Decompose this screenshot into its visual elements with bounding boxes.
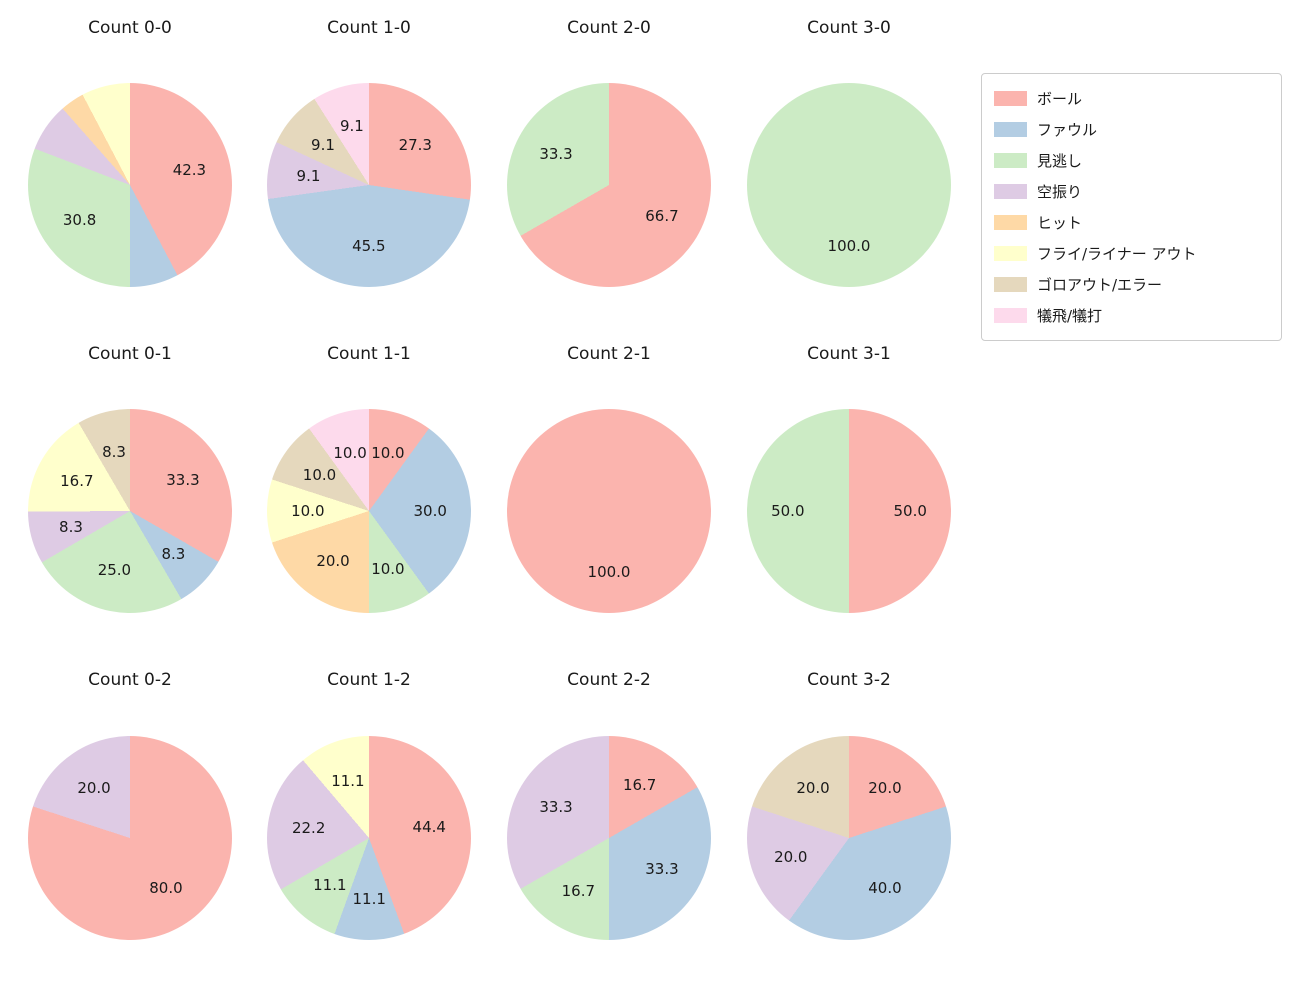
pie-slice-label: 27.3 <box>398 135 432 154</box>
pie-slice-label: 42.3 <box>172 161 207 180</box>
pie-slice-label: 10.0 <box>291 502 325 520</box>
pie-slice-label: 10.0 <box>302 466 337 485</box>
chart-title: Count 3-2 <box>807 670 891 690</box>
legend-swatch <box>994 91 1027 106</box>
pie-slice-label: 11.1 <box>313 876 347 895</box>
pie-slice-label: 33.3 <box>539 798 573 817</box>
legend-swatch <box>994 246 1027 261</box>
pie-slice-label: 20.0 <box>316 551 350 570</box>
chart-title: Count 1-0 <box>327 18 411 38</box>
legend-item: ファウル <box>994 114 1269 145</box>
pie-slice-label: 9.1 <box>339 117 364 136</box>
legend-swatch <box>994 184 1027 199</box>
legend-item: フライ/ライナー アウト <box>994 238 1269 269</box>
pie-slice-label: 20.0 <box>868 779 902 798</box>
legend-label: ヒット <box>1037 214 1083 232</box>
pie-slice-label: 25.0 <box>97 561 132 580</box>
legend-label: ボール <box>1037 90 1083 108</box>
legend-item: 空振り <box>994 176 1269 207</box>
pie-chart-count-1-1 <box>267 409 471 613</box>
pie-slice-label: 8.3 <box>59 518 83 537</box>
pie-slice-label: 80.0 <box>149 878 183 897</box>
chart-title: Count 2-1 <box>567 344 651 364</box>
pie-slice-label: 40.0 <box>868 878 902 897</box>
pie-slice-label: 10.0 <box>371 443 405 462</box>
legend-swatch <box>994 215 1027 230</box>
legend-swatch <box>994 277 1027 292</box>
pie-slice-label: 20.0 <box>796 779 830 798</box>
pie-slice-label: 20.0 <box>774 847 808 866</box>
pie-slice-label: 16.7 <box>561 881 596 900</box>
legend-label: ファウル <box>1037 121 1098 139</box>
legend-label: ゴロアウト/エラー <box>1037 276 1163 294</box>
pie-chart-count-2-1 <box>507 409 711 613</box>
pie-chart-count-2-2 <box>507 736 711 940</box>
pie-slice-label: 8.3 <box>161 545 186 564</box>
legend-item: ゴロアウト/エラー <box>994 269 1269 300</box>
legend-item: ボール <box>994 83 1269 114</box>
pie-slice-label: 9.1 <box>311 135 335 154</box>
pie-chart-count-3-1 <box>747 409 951 613</box>
pie-slice-label: 30.8 <box>62 210 97 229</box>
chart-title: Count 1-1 <box>327 344 411 364</box>
pie-slice-label: 20.0 <box>77 779 111 798</box>
pie-slice-label: 66.7 <box>645 206 679 225</box>
legend-item: ヒット <box>994 207 1269 238</box>
legend-label: 空振り <box>1037 183 1083 201</box>
pie-slice-label: 10.0 <box>371 560 405 579</box>
legend-item: 見逃し <box>994 145 1269 176</box>
pie-slice-label: 44.4 <box>412 818 446 837</box>
chart-title: Count 1-2 <box>327 670 411 690</box>
pie-slice-label: 16.7 <box>60 471 94 490</box>
legend-label: フライ/ライナー アウト <box>1037 245 1197 263</box>
pie-slice-label: 30.0 <box>413 502 447 520</box>
legend-label: 見逃し <box>1037 152 1083 170</box>
pie-slice-label: 10.0 <box>333 443 367 462</box>
pie-slice-label: 16.7 <box>622 776 657 795</box>
pie-slice-label: 45.5 <box>352 237 386 256</box>
pie-chart-count-1-0 <box>267 83 471 287</box>
pie-slice-label: 22.2 <box>291 818 326 837</box>
pie-slice-label: 50.0 <box>893 502 927 520</box>
chart-title: Count 0-2 <box>88 670 172 690</box>
pie-slice-label: 33.3 <box>645 859 679 878</box>
pie-chart-count-0-0 <box>28 83 232 287</box>
chart-title: Count 3-1 <box>807 344 891 364</box>
pie-chart-count-2-0 <box>507 83 711 287</box>
legend-swatch <box>994 153 1027 168</box>
pie-slice-label: 11.1 <box>331 771 365 790</box>
legend-item: 犠飛/犠打 <box>994 300 1269 331</box>
chart-title: Count 0-0 <box>88 18 172 38</box>
legend: ボールファウル見逃し空振りヒットフライ/ライナー アウト ゴロアウト/エラー 犠飛/… <box>981 73 1282 341</box>
pie-slice-label: 33.3 <box>539 145 573 164</box>
pie-chart-count-3-0 <box>747 83 951 287</box>
pie-slice-label: 100.0 <box>827 237 871 256</box>
legend-swatch <box>994 122 1027 137</box>
pie-slice-label: 9.1 <box>296 166 321 185</box>
pie-slice-label: 33.3 <box>166 471 200 490</box>
legend-swatch <box>994 308 1027 323</box>
pie-chart-count-3-2 <box>747 736 951 940</box>
chart-title: Count 2-2 <box>567 670 651 690</box>
pie-slice-label: 100.0 <box>587 563 631 582</box>
chart-title: Count 3-0 <box>807 18 891 38</box>
pie-chart-count-0-1 <box>28 409 232 613</box>
legend-label: 犠飛/犠打 <box>1037 307 1103 325</box>
pie-chart-count-1-2 <box>267 736 471 940</box>
pie-slice-label: 50.0 <box>771 502 805 520</box>
chart-title: Count 0-1 <box>88 344 172 364</box>
pie-chart-count-0-2 <box>28 736 232 940</box>
pie-slice-label: 11.1 <box>352 890 386 909</box>
chart-title: Count 2-0 <box>567 18 651 38</box>
pie-slice-label: 8.3 <box>102 442 126 461</box>
